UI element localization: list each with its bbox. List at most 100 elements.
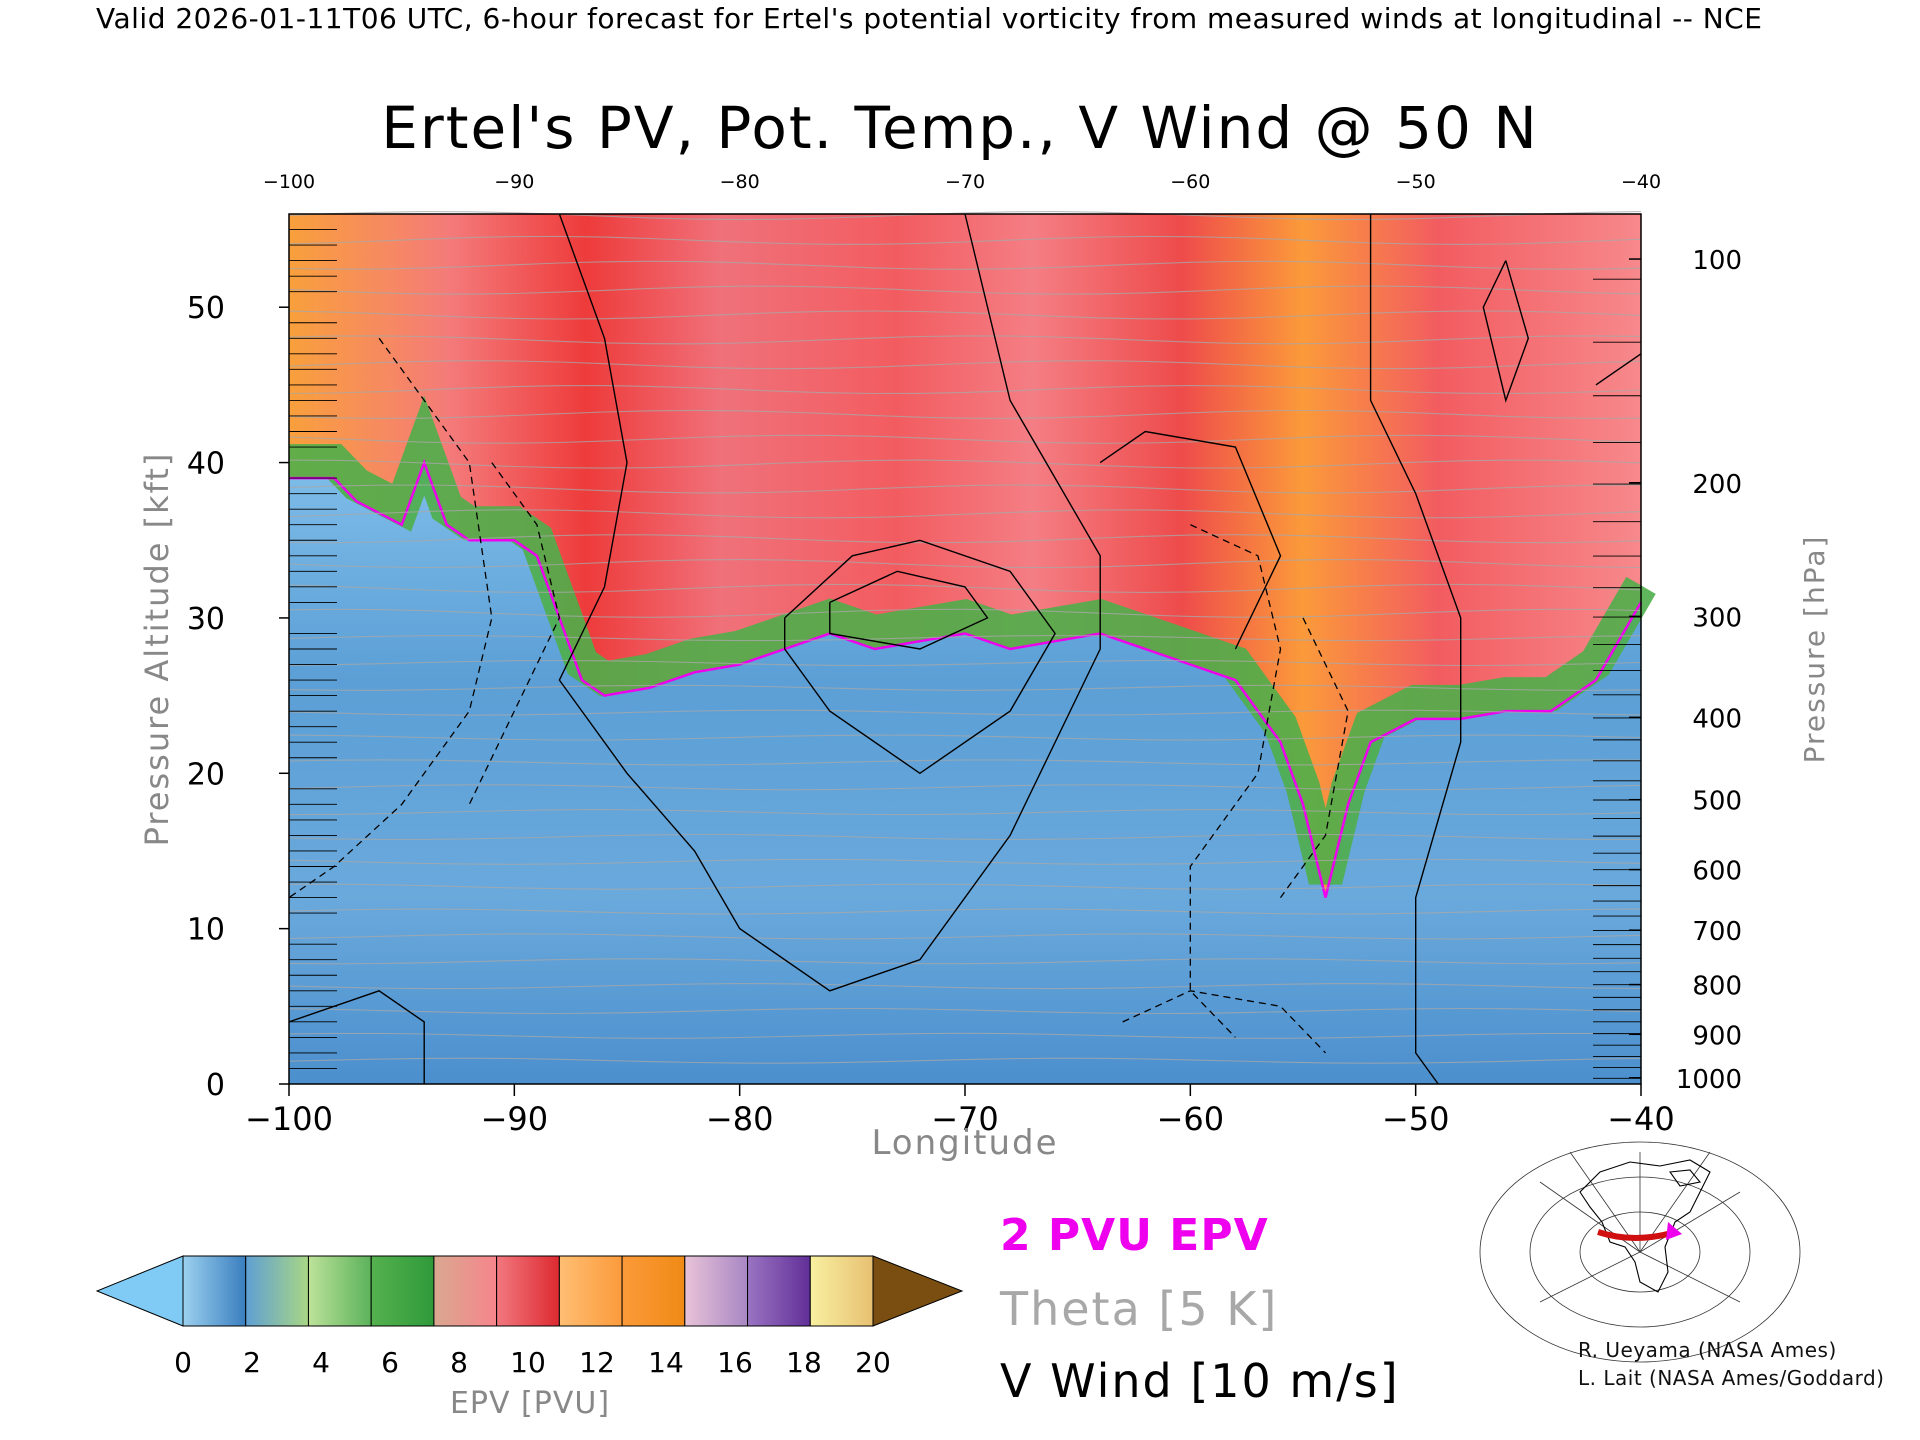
colorbar-tick-label: 20 — [855, 1346, 891, 1379]
theta-contour — [288, 559, 1642, 569]
y2-tick-label: 800 — [1692, 972, 1742, 1002]
legend-2pvu: 2 PVU EPV — [1000, 1210, 1269, 1261]
v-wind-contour-negative — [1279, 617, 1349, 898]
legend-vwind: V Wind [10 m/s] — [1000, 1354, 1400, 1408]
v-wind-contour — [1099, 430, 1282, 650]
forecast-header: Valid 2026-01-11T06 UTC, 6-hour forecast… — [96, 2, 1763, 35]
theta-contour — [288, 385, 1642, 395]
theta-contour — [288, 235, 1642, 245]
theta-contour — [288, 1057, 1642, 1064]
colorbar-tick-label: 2 — [243, 1346, 261, 1379]
credit-line: L. Lait (NASA Ames/Goddard) — [1578, 1366, 1885, 1390]
colorbar-tick-label: 14 — [648, 1346, 684, 1379]
theta-contour — [288, 360, 1642, 370]
v-wind-contour-negative — [1122, 990, 1326, 1054]
x-tick-label: −80 — [706, 1100, 774, 1138]
x-axis: −100 −90 −80 −70 −60 −50 −40 — [245, 1084, 1675, 1138]
colorbar-bin — [684, 1255, 749, 1327]
colorbar-tick-label: 0 — [174, 1346, 192, 1379]
theta-contour — [288, 809, 1642, 816]
theta-contour — [288, 684, 1642, 691]
theta-contour — [288, 310, 1642, 320]
theta-contour — [288, 434, 1642, 444]
y2-tick-label: 600 — [1692, 857, 1742, 887]
colorbar-tick-label: 12 — [579, 1346, 615, 1379]
colorbar-bin — [245, 1255, 309, 1327]
v-wind-contour — [1482, 260, 1530, 403]
y-tick-label: 30 — [187, 602, 225, 637]
colorbar-tick-label: 10 — [510, 1346, 546, 1379]
theta-contour — [288, 734, 1642, 741]
chart-title: Ertel's PV, Pot. Temp., V Wind @ 50 N — [381, 94, 1539, 162]
credit-line: R. Ueyama (NASA Ames) — [1578, 1338, 1837, 1362]
x-top-tick-label: −60 — [1170, 171, 1210, 193]
colorbar-bin — [370, 1255, 435, 1327]
coastline-north-america — [1579, 1159, 1711, 1293]
theta-contour — [288, 484, 1642, 494]
theta-contour — [288, 260, 1642, 270]
v-wind-contour — [829, 570, 989, 650]
theta-contour — [288, 335, 1642, 345]
theta-contour — [288, 211, 1642, 221]
colorbar: 0 2 4 6 8 10 12 14 16 18 20 — [95, 1255, 964, 1379]
colorbar-bin — [747, 1255, 811, 1327]
colorbar-tick-label: 8 — [450, 1346, 468, 1379]
theta-contour — [288, 285, 1642, 295]
theta-contour — [288, 659, 1642, 667]
colorbar-bin — [433, 1255, 498, 1327]
x-top-tick-label: −70 — [945, 171, 985, 193]
v-wind-contours — [288, 213, 1642, 1085]
colorbar-bin — [809, 1255, 874, 1327]
colorbar-label: EPV [PVU] — [450, 1386, 610, 1421]
x-top-tick-label: −90 — [494, 171, 534, 193]
v-wind-contour — [1595, 353, 1642, 386]
x-top-tick-label: −40 — [1621, 171, 1661, 193]
theta-contour — [288, 534, 1642, 544]
y-tick-label: 20 — [187, 757, 225, 792]
x-tick-label: −70 — [931, 1100, 999, 1138]
v-wind-contour — [1369, 214, 1462, 1085]
x-axis-top: −100 −90 −80 −70 −60 −50 −40 — [263, 171, 1661, 193]
colorbar-tick-label: 4 — [312, 1346, 330, 1379]
theta-contour — [288, 784, 1642, 791]
colorbar-above-arrow — [872, 1255, 964, 1327]
y2-tick-label: 1000 — [1676, 1065, 1742, 1095]
theta-contour — [288, 883, 1642, 890]
x-tick-label: −40 — [1607, 1100, 1675, 1138]
theta-contour — [288, 833, 1641, 841]
x-tick-label: −90 — [481, 1100, 549, 1138]
section-arrow — [1666, 1222, 1682, 1240]
theta-contour — [288, 608, 1642, 618]
x-tick-label: −60 — [1157, 1100, 1225, 1138]
colorbar-below-arrow — [95, 1255, 184, 1327]
inset-map — [1479, 1141, 1801, 1363]
troposphere-fill — [289, 462, 1641, 1085]
y-tick-label: 50 — [187, 291, 225, 326]
v-wind-contour — [784, 539, 1056, 775]
y2-axis-label: Pressure [hPa] — [1798, 535, 1831, 764]
theta-contour — [288, 759, 1642, 766]
theta-contour — [288, 709, 1642, 716]
legend-theta: Theta [5 K] — [1000, 1282, 1279, 1336]
theta-contour — [288, 459, 1642, 469]
y2-tick-label: 400 — [1692, 704, 1742, 734]
theta-contour — [288, 409, 1642, 419]
y2-tick-label: 100 — [1692, 246, 1742, 276]
colorbar-bin — [496, 1255, 560, 1327]
colorbar-bin — [307, 1255, 372, 1327]
x-top-tick-label: −100 — [263, 171, 315, 193]
colorbar-bin — [621, 1255, 686, 1327]
y2-tick-label: 300 — [1692, 603, 1742, 633]
y2-tick-label: 900 — [1692, 1021, 1742, 1051]
y-tick-label: 10 — [187, 913, 225, 948]
y2-tick-label: 700 — [1692, 917, 1742, 947]
v-wind-contour-negative — [1189, 524, 1282, 1038]
y-axis-label: Pressure Altitude [kft] — [138, 452, 176, 847]
x-tick-label: −50 — [1382, 1100, 1450, 1138]
y2-tick-label: 200 — [1692, 470, 1742, 500]
y-tick-label: 40 — [187, 447, 225, 482]
y2-tick-label: 500 — [1692, 787, 1742, 817]
tropopause-band — [289, 395, 1656, 885]
2pvu-contour — [289, 458, 1643, 898]
